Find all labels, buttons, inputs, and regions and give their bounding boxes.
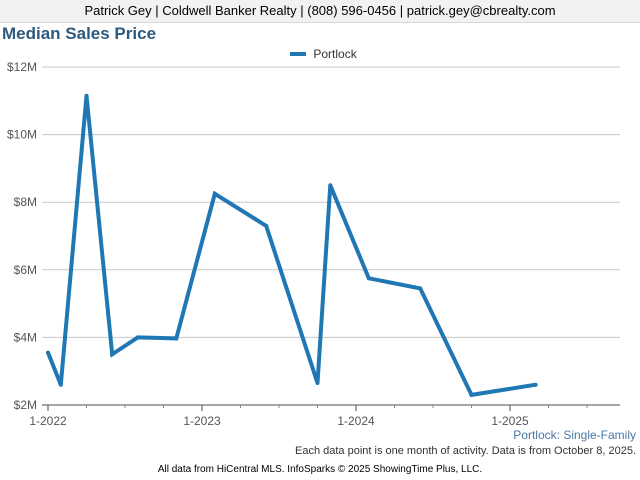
y-tick-label: $2M <box>14 398 37 412</box>
x-tick-label: 1-2022 <box>29 414 67 428</box>
data-point <box>110 352 115 357</box>
grid-lines <box>42 66 620 406</box>
data-point <box>46 350 50 355</box>
axes: $2M $4M $6M $8M $10M $12M 1-2022 1-2023 1-2024 1-… <box>7 60 620 428</box>
contact-header: Patrick Gey | Coldwell Banker Realty | (… <box>0 0 640 23</box>
chart-title: Median Sales Price <box>2 24 157 43</box>
copyright: All data from HiCentral MLS. InfoSparks … <box>157 464 483 475</box>
data-point <box>418 286 423 291</box>
data-point <box>366 276 371 281</box>
footnote: Each data point is one month of activity… <box>295 445 636 457</box>
series-label: Portlock: Single-Family <box>513 428 636 442</box>
data-point <box>315 381 320 386</box>
legend[interactable]: Portlock <box>290 46 357 62</box>
series-line-portlock <box>46 95 537 398</box>
y-tick-label: $6M <box>14 263 37 277</box>
data-point <box>328 183 333 188</box>
data-point <box>469 392 474 397</box>
data-point <box>174 336 179 341</box>
y-tick-label: $10M <box>7 128 37 142</box>
data-point <box>58 382 63 387</box>
data-point <box>135 335 140 340</box>
contact-text: Patrick Gey | Coldwell Banker Realty | (… <box>84 3 556 18</box>
legend-label: Portlock <box>313 47 357 61</box>
y-tick-label: $12M <box>7 60 37 74</box>
x-tick-label: 1-2023 <box>183 414 221 428</box>
y-tick-label: $4M <box>14 330 37 344</box>
legend-swatch <box>290 51 306 56</box>
data-point <box>264 223 269 228</box>
data-point <box>533 382 538 387</box>
series-layer <box>46 93 538 398</box>
data-point <box>212 191 217 196</box>
x-tick-label: 1-2025 <box>491 414 529 428</box>
y-tick-label: $8M <box>14 195 37 209</box>
data-point <box>84 93 89 98</box>
x-tick-label: 1-2024 <box>337 414 375 428</box>
